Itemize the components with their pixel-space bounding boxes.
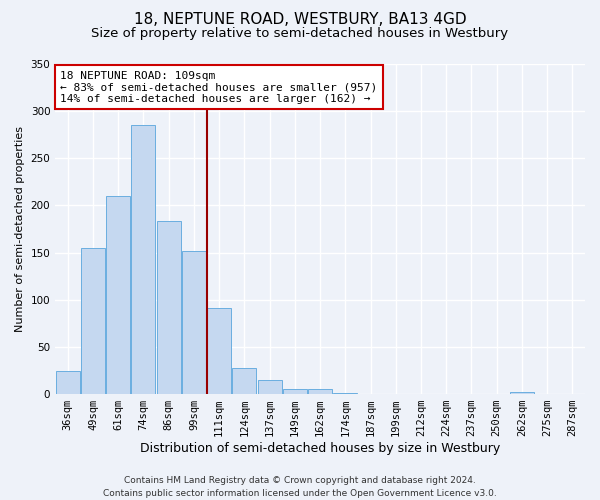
Bar	[283, 390, 307, 394]
Bar	[56, 370, 80, 394]
Bar	[182, 250, 206, 394]
Bar	[232, 368, 256, 394]
Bar	[334, 393, 357, 394]
Bar	[81, 248, 105, 394]
Bar	[510, 392, 534, 394]
Text: Size of property relative to semi-detached houses in Westbury: Size of property relative to semi-detach…	[91, 28, 509, 40]
Bar	[257, 380, 281, 394]
Bar	[106, 196, 130, 394]
Bar	[308, 390, 332, 394]
Text: 18, NEPTUNE ROAD, WESTBURY, BA13 4GD: 18, NEPTUNE ROAD, WESTBURY, BA13 4GD	[134, 12, 466, 28]
Bar	[157, 222, 181, 394]
Bar	[131, 126, 155, 394]
Text: Contains HM Land Registry data © Crown copyright and database right 2024.
Contai: Contains HM Land Registry data © Crown c…	[103, 476, 497, 498]
X-axis label: Distribution of semi-detached houses by size in Westbury: Distribution of semi-detached houses by …	[140, 442, 500, 455]
Y-axis label: Number of semi-detached properties: Number of semi-detached properties	[15, 126, 25, 332]
Text: 18 NEPTUNE ROAD: 109sqm
← 83% of semi-detached houses are smaller (957)
14% of s: 18 NEPTUNE ROAD: 109sqm ← 83% of semi-de…	[61, 70, 378, 104]
Bar	[207, 308, 231, 394]
